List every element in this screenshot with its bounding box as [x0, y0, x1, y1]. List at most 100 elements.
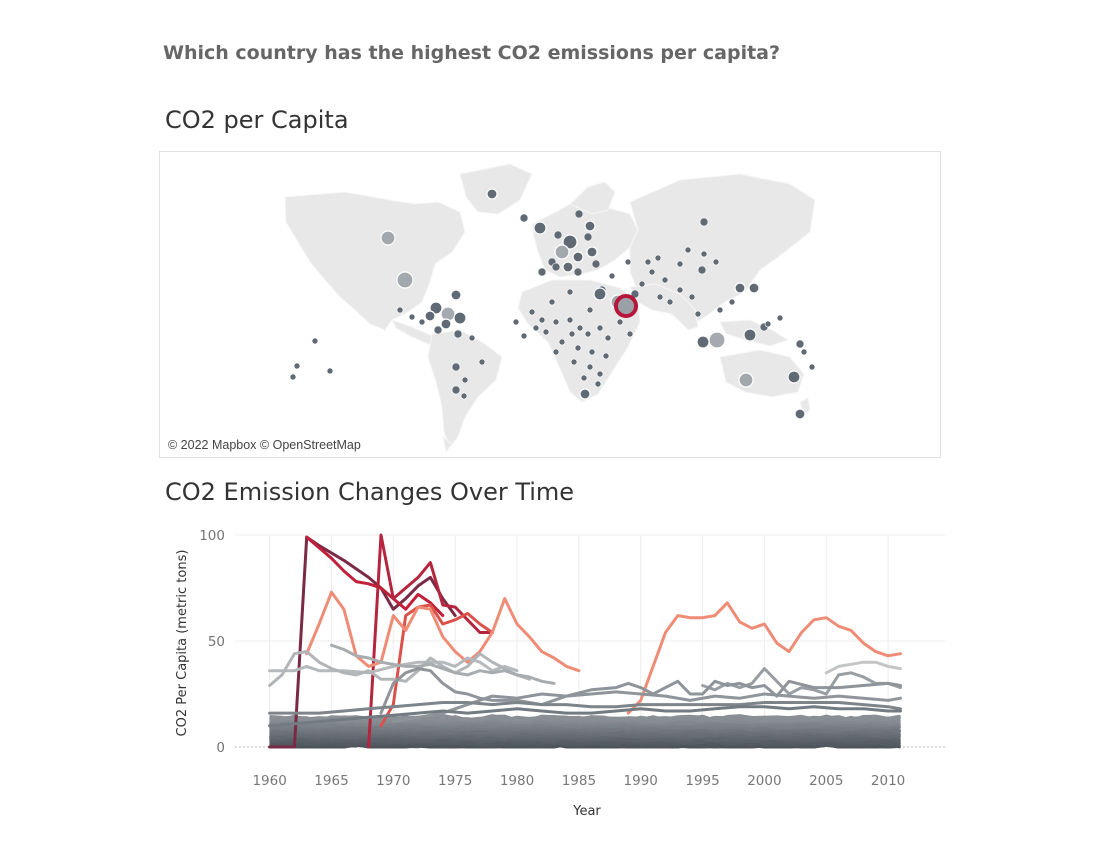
- country-marker-34[interactable]: [743, 328, 757, 342]
- country-marker-28[interactable]: [699, 217, 709, 227]
- country-markers[interactable]: [289, 188, 816, 420]
- series-line-3[interactable]: [379, 603, 494, 728]
- country-marker-26[interactable]: [676, 286, 684, 294]
- country-marker-66[interactable]: [512, 318, 520, 326]
- country-marker-23[interactable]: [630, 289, 640, 299]
- country-marker-102[interactable]: [656, 293, 664, 301]
- series-line-10[interactable]: [701, 667, 902, 696]
- country-marker-67[interactable]: [528, 308, 536, 316]
- co2-map[interactable]: © 2022 Mapbox © OpenStreetMap: [159, 151, 941, 458]
- country-marker-52[interactable]: [461, 376, 469, 384]
- world-map-svg[interactable]: [160, 152, 940, 457]
- series-lines[interactable]: [268, 533, 902, 749]
- country-marker-61[interactable]: [800, 348, 808, 356]
- country-marker-10[interactable]: [554, 244, 570, 260]
- country-marker-38[interactable]: [794, 408, 806, 420]
- highlight-dot[interactable]: [618, 298, 634, 314]
- country-marker-15[interactable]: [551, 262, 561, 272]
- country-marker-69[interactable]: [542, 328, 550, 336]
- country-marker-68[interactable]: [532, 324, 540, 332]
- country-marker-78[interactable]: [588, 348, 596, 356]
- country-marker-107[interactable]: [712, 258, 720, 266]
- country-marker-100[interactable]: [716, 306, 724, 314]
- series-line-1[interactable]: [305, 535, 445, 618]
- country-marker-103[interactable]: [638, 280, 646, 288]
- country-marker-53[interactable]: [579, 388, 591, 400]
- country-marker-74[interactable]: [596, 324, 604, 332]
- country-marker-18[interactable]: [591, 259, 601, 269]
- country-marker-1[interactable]: [380, 230, 396, 246]
- country-marker-12[interactable]: [586, 246, 598, 258]
- country-marker-72[interactable]: [576, 324, 584, 332]
- country-marker-6[interactable]: [584, 220, 596, 232]
- country-marker-39[interactable]: [450, 289, 462, 301]
- country-marker-27[interactable]: [688, 293, 696, 301]
- country-marker-71[interactable]: [566, 316, 574, 324]
- country-marker-96[interactable]: [644, 258, 652, 266]
- co2-line-chart[interactable]: 1960 1965 1970 1975 1980 1985 1990 1995 2000 2005…: [160, 515, 960, 835]
- country-marker-81[interactable]: [586, 363, 594, 371]
- series-line-9[interactable]: [824, 660, 902, 675]
- country-marker-99[interactable]: [694, 310, 702, 318]
- series-line-8[interactable]: [330, 643, 556, 685]
- country-marker-17[interactable]: [573, 267, 583, 277]
- country-marker-89[interactable]: [616, 318, 624, 326]
- country-marker-4[interactable]: [533, 221, 547, 235]
- country-marker-57[interactable]: [293, 362, 301, 370]
- country-marker-31[interactable]: [748, 282, 760, 294]
- country-marker-7[interactable]: [553, 230, 563, 240]
- country-marker-56[interactable]: [418, 318, 426, 326]
- series-line-2[interactable]: [367, 533, 494, 749]
- series-line-4[interactable]: [305, 590, 581, 673]
- country-marker-24[interactable]: [648, 268, 656, 276]
- country-marker-80[interactable]: [570, 358, 578, 366]
- country-marker-25[interactable]: [661, 276, 669, 284]
- country-marker-0[interactable]: [486, 188, 498, 200]
- country-marker-29[interactable]: [697, 265, 707, 275]
- country-marker-5[interactable]: [574, 209, 584, 219]
- country-marker-98[interactable]: [676, 260, 684, 268]
- country-marker-30[interactable]: [734, 282, 746, 294]
- series-line-13[interactable]: [268, 701, 902, 715]
- country-marker-37[interactable]: [787, 370, 801, 384]
- country-marker-104[interactable]: [666, 298, 674, 306]
- country-marker-44[interactable]: [440, 318, 452, 330]
- country-marker-51[interactable]: [451, 362, 461, 372]
- country-marker-16[interactable]: [562, 261, 574, 273]
- country-marker-46[interactable]: [453, 329, 463, 339]
- country-marker-105[interactable]: [684, 246, 692, 254]
- country-marker-2[interactable]: [396, 271, 414, 289]
- country-marker-9[interactable]: [583, 232, 593, 242]
- series-line-6[interactable]: [268, 656, 519, 675]
- country-marker-93[interactable]: [586, 306, 594, 314]
- country-marker-32[interactable]: [708, 331, 726, 349]
- country-marker-91[interactable]: [548, 298, 556, 306]
- country-marker-20[interactable]: [593, 287, 607, 301]
- series-line-5[interactable]: [626, 601, 902, 715]
- country-marker-76[interactable]: [558, 338, 566, 346]
- country-marker-42[interactable]: [424, 310, 436, 322]
- country-marker-40[interactable]: [429, 301, 443, 315]
- series-line-7[interactable]: [268, 650, 531, 687]
- country-marker-73[interactable]: [584, 330, 592, 338]
- country-marker-50[interactable]: [460, 392, 468, 400]
- country-marker-47[interactable]: [468, 334, 476, 342]
- series-line-11[interactable]: [379, 667, 902, 715]
- country-marker-101[interactable]: [728, 298, 736, 306]
- country-marker-49[interactable]: [451, 385, 461, 395]
- country-marker-88[interactable]: [568, 330, 576, 338]
- country-marker-75[interactable]: [604, 334, 612, 342]
- country-marker-59[interactable]: [326, 367, 334, 375]
- highlight-marker[interactable]: [614, 294, 638, 318]
- country-marker-94[interactable]: [608, 272, 616, 280]
- country-marker-33[interactable]: [696, 335, 710, 349]
- country-marker-54[interactable]: [396, 306, 404, 314]
- country-marker-106[interactable]: [700, 250, 708, 258]
- country-marker-62[interactable]: [808, 363, 816, 371]
- country-marker-8[interactable]: [562, 234, 578, 250]
- country-marker-82[interactable]: [596, 370, 604, 378]
- country-marker-60[interactable]: [311, 337, 319, 345]
- country-marker-97[interactable]: [654, 254, 662, 262]
- series-line-14[interactable]: [268, 705, 902, 728]
- country-marker-58[interactable]: [289, 373, 297, 381]
